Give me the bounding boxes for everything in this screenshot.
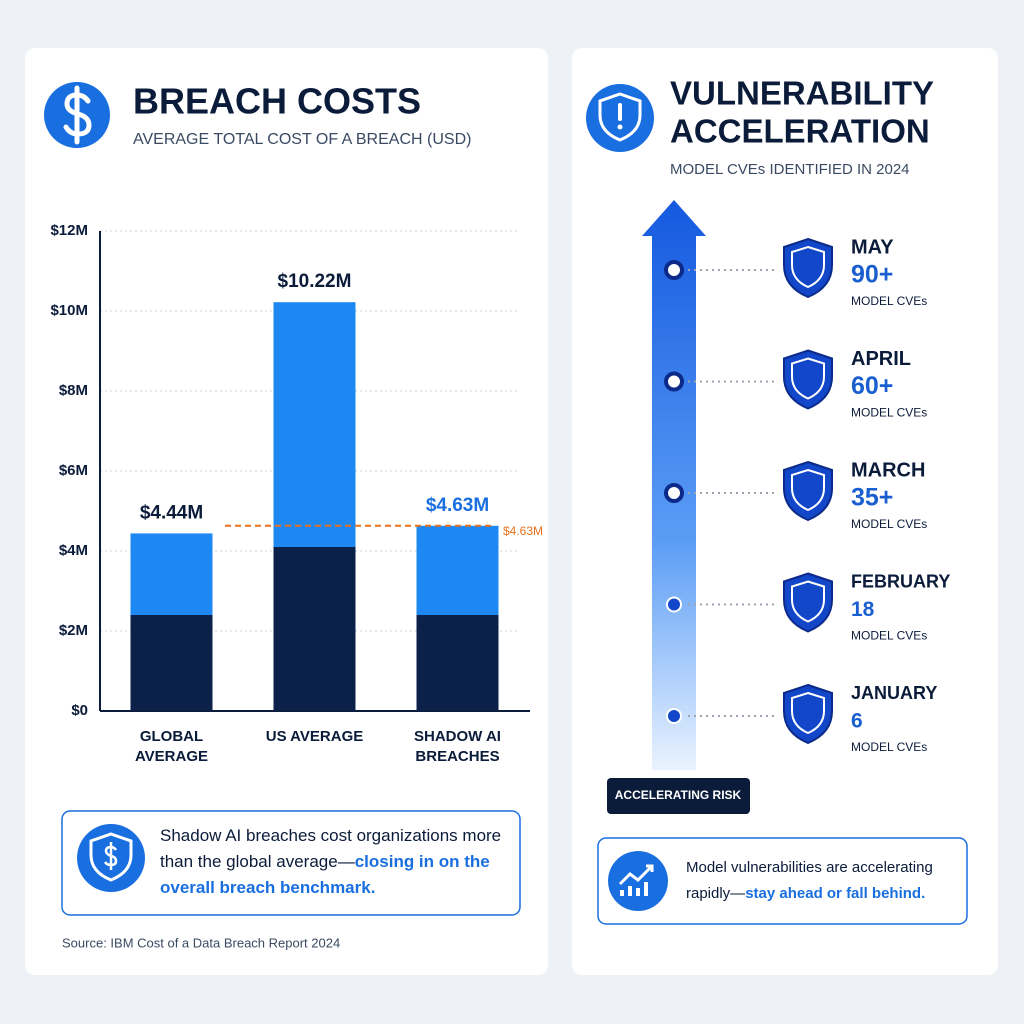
callout-highlight: closing in on the overall breach benchma… — [160, 852, 490, 897]
callout-text-box: Model vulnerabilities are accelerating r… — [686, 855, 956, 907]
bar-segment — [130, 615, 213, 711]
shield-inner — [791, 357, 825, 400]
bar-segment — [130, 533, 213, 615]
shield-inner — [791, 691, 825, 735]
x-tick-label-box: GLOBAL AVERAGE — [134, 728, 209, 765]
x-tick-label-box: US AVERAGE — [265, 728, 364, 745]
shield-icon — [783, 460, 833, 522]
cve-unit: MODEL CVEs — [851, 406, 927, 420]
shield-alert-icon — [586, 84, 654, 152]
shield-icon — [783, 572, 833, 633]
y-tick-label: $6M — [59, 462, 88, 479]
timeline-dot — [666, 708, 682, 724]
callout-box — [61, 810, 521, 916]
timeline-dot — [664, 371, 684, 392]
bar-total-label: $4.63M — [426, 495, 489, 516]
month-label: JANUARY — [851, 683, 937, 703]
right-card — [572, 48, 998, 975]
cve-count: 60+ — [851, 372, 893, 400]
x-tick-label: US AVERAGE — [265, 728, 364, 745]
cve-count: 6 — [851, 710, 863, 733]
bar-total-label: $10.22M — [278, 271, 352, 292]
bar-segment — [416, 615, 499, 711]
bar-chart: $0 $2M $4M $6M $8M $10M $12M $4.44M GLOBAL AVERA… — [50, 222, 543, 765]
cve-unit: MODEL CVEs — [851, 517, 927, 531]
month-label: MARCH — [851, 459, 925, 481]
x-tick-label: SHADOW AI BREACHES — [414, 728, 501, 765]
reference-label: $4.63M — [503, 524, 543, 538]
y-tick-label: $2M — [59, 622, 88, 639]
y-tick-label: $4M — [59, 542, 88, 559]
shield-inner — [791, 245, 825, 289]
callout-text: Model vulnerabilities are accelerating r… — [686, 855, 956, 907]
y-tick-label: $8M — [59, 382, 88, 399]
chart-subtitle: AVERAGE TOTAL COST OF A BREACH (USD) — [133, 131, 471, 148]
cve-unit: MODEL CVEs — [851, 740, 927, 754]
chart-title: BREACH COSTS — [133, 81, 421, 122]
timeline-subtitle: MODEL CVEs IDENTIFIED IN 2024 — [670, 161, 910, 178]
cve-count: 90+ — [851, 261, 893, 289]
bar-total-label: $4.44M — [140, 502, 203, 523]
shield-dollar-icon — [77, 824, 145, 892]
shield-inner — [791, 580, 825, 623]
bar-segment — [416, 525, 499, 615]
timeline-dot — [664, 260, 684, 280]
shield-icon — [783, 349, 833, 410]
trend-icon — [608, 851, 668, 911]
risk-badge — [607, 778, 750, 814]
callout-body: Shadow AI breaches cost organizations mo… — [160, 826, 502, 871]
timeline-title: VULNERABILITY — [670, 75, 934, 112]
source-note: Source: IBM Cost of a Data Breach Report… — [62, 935, 340, 950]
x-tick-label-box: SHADOW AI BREACHES — [414, 728, 501, 765]
month-label: FEBRUARY — [851, 571, 950, 591]
y-tick-label: $0 — [71, 702, 88, 719]
shield-inner — [791, 468, 825, 512]
month-label: MAY — [851, 236, 894, 258]
y-tick-label: $10M — [50, 302, 88, 319]
cve-count: 35+ — [851, 484, 893, 512]
callout-box — [597, 837, 968, 925]
month-label: APRIL — [851, 348, 911, 370]
bar-segment — [273, 547, 356, 711]
timeline-title: ACCELERATION — [670, 113, 930, 150]
callout-text: Shadow AI breaches cost organizations mo… — [160, 823, 510, 901]
shield-icon — [783, 237, 833, 299]
cve-unit: MODEL CVEs — [851, 629, 927, 643]
dollar-icon — [44, 82, 110, 148]
cve-unit: MODEL CVEs — [851, 294, 927, 308]
cve-count: 18 — [851, 598, 875, 621]
timeline-dot — [664, 483, 684, 503]
bar-segment — [273, 302, 356, 547]
callout-text-box: Shadow AI breaches cost organizations mo… — [160, 823, 510, 901]
callout-highlight: stay ahead or fall behind. — [745, 885, 926, 902]
y-tick-label: $12M — [50, 222, 88, 239]
x-tick-label: GLOBAL AVERAGE — [134, 728, 209, 765]
timeline-dot — [666, 596, 682, 613]
callout-body: Model vulnerabilities are accelerating r… — [686, 859, 933, 902]
risk-badge-text: ACCELERATING RISK — [615, 788, 742, 802]
shield-icon — [783, 683, 833, 745]
